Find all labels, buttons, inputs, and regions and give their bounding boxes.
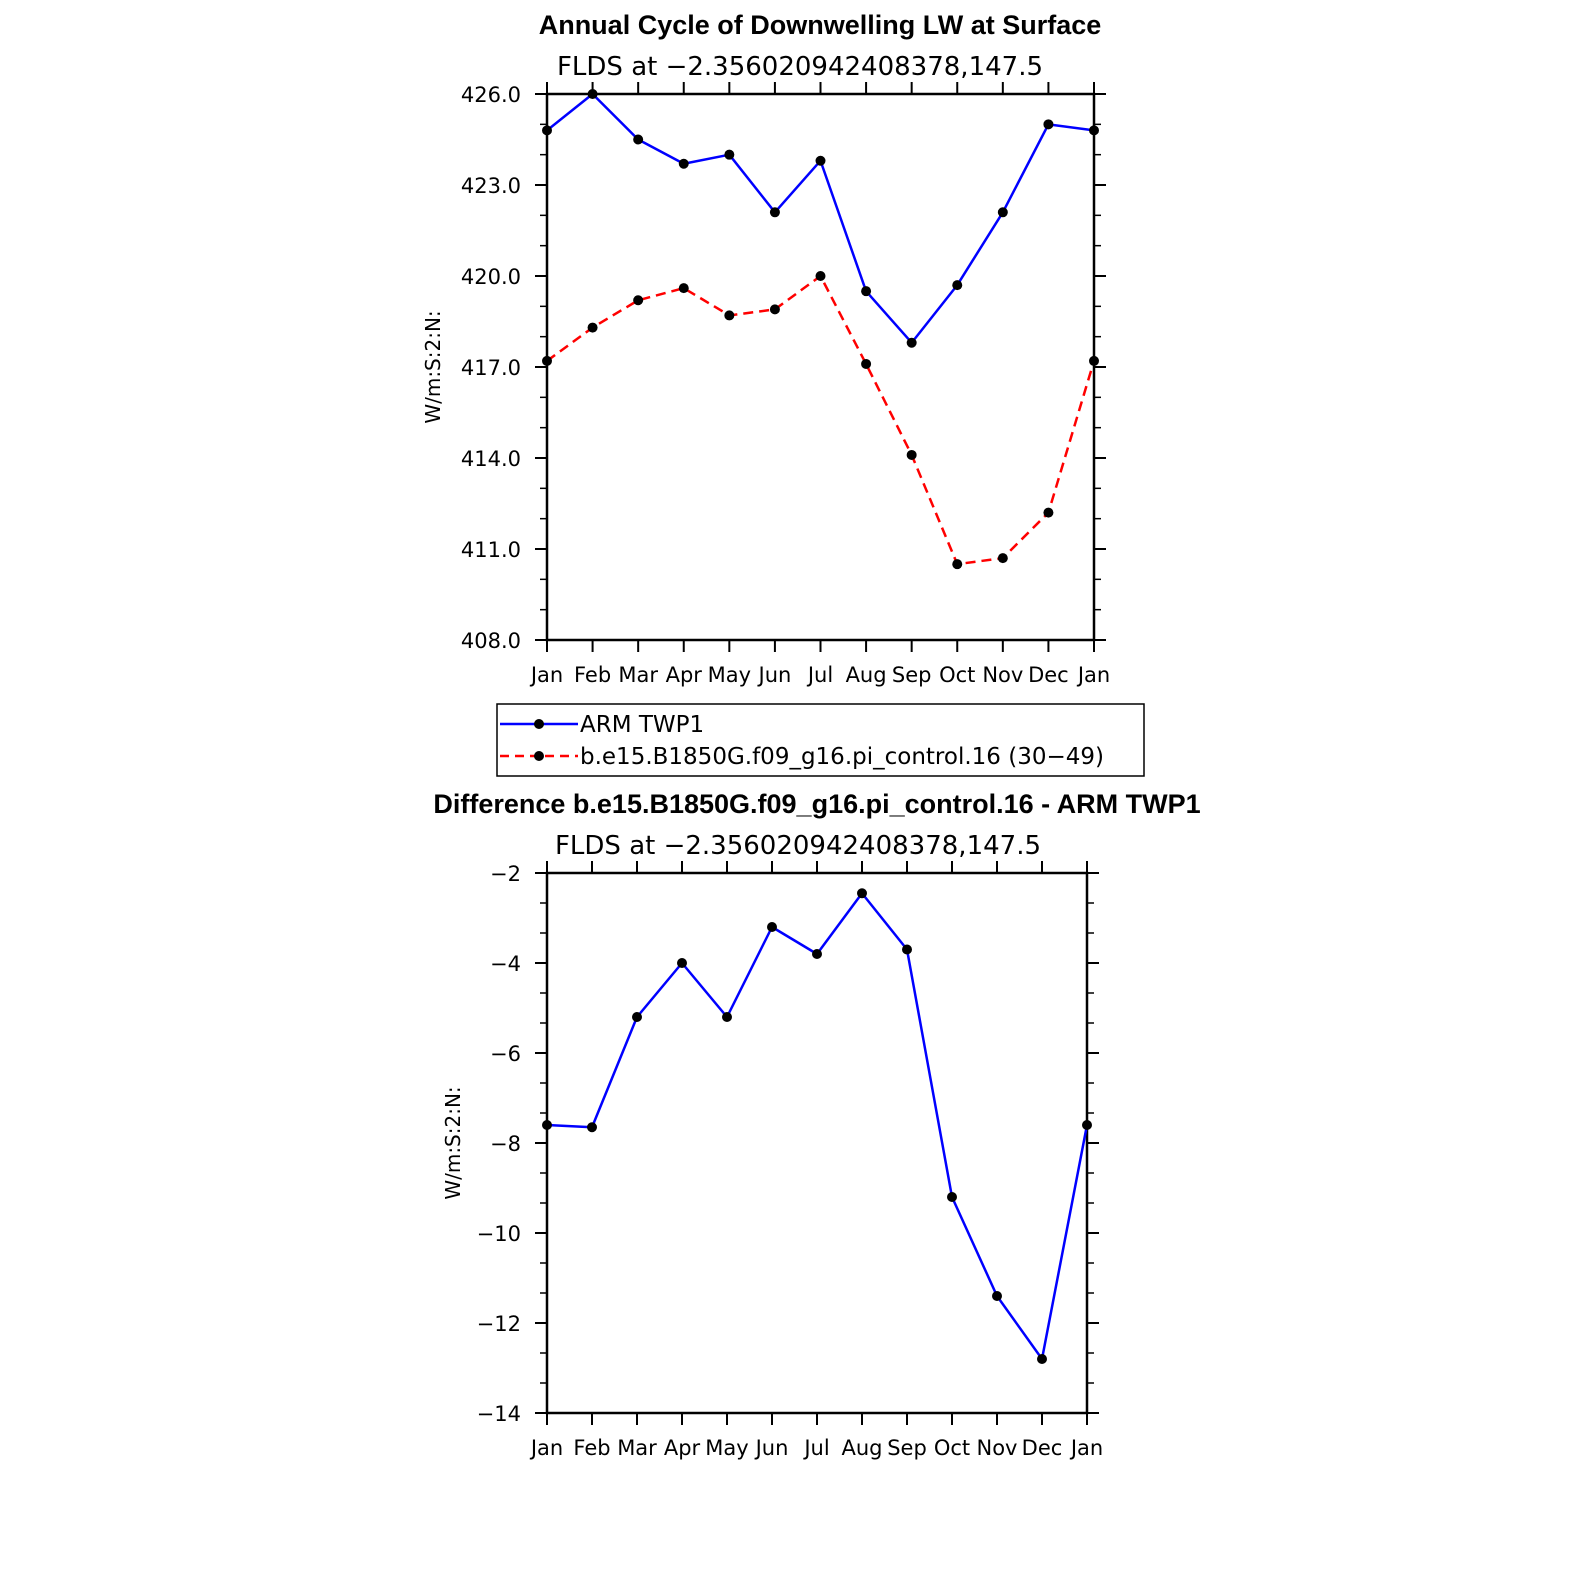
data-point [724,149,735,160]
x-tick-label: Oct [939,663,975,687]
x-tick-label: Sep [887,1436,927,1460]
data-point [587,1122,597,1133]
data-point [542,1120,552,1130]
x-tick-label: Jun [754,1436,789,1460]
data-point [992,1291,1002,1301]
data-point [1037,1354,1047,1364]
plot-frame [545,92,1096,642]
x-tick-label: Jan [1076,663,1110,687]
data-point [906,337,917,348]
y-tick-label: 426.0 [461,83,521,107]
data-point [1043,507,1054,518]
data-point [997,207,1008,218]
data-point [857,888,867,899]
data-point [769,304,780,315]
data-point [906,449,917,460]
data-point [632,1012,642,1022]
data-point [902,944,912,955]
x-tick-label: Jul [802,1436,829,1460]
data-point [633,134,644,145]
x-tick-label: Nov [982,663,1023,687]
x-tick-label: Dec [1022,1436,1063,1460]
x-tick-label: Sep [892,663,932,687]
data-point [952,559,963,570]
data-point [542,355,552,366]
y-axis-label: W/m:S:2:N: [441,1086,465,1199]
y-tick-label: 414.0 [461,447,521,471]
y-tick-label: −6 [490,1042,521,1066]
y-tick-label: 423.0 [461,174,521,198]
data-point [724,310,735,321]
x-tick-label: Jan [529,663,563,687]
x-tick-label: Mar [618,663,658,687]
data-point [542,125,552,136]
x-tick-label: Jul [806,663,833,687]
data-point [633,295,644,306]
x-tick-label: Apr [664,1436,701,1460]
data-point [1089,355,1099,366]
data-point [1043,119,1054,130]
x-tick-label: Jan [1069,1436,1103,1460]
x-tick-label: Feb [574,663,611,687]
data-point [677,958,687,968]
y-tick-label: −14 [477,1402,521,1426]
chart-title: Annual Cycle of Downwelling LW at Surfac… [539,10,1102,40]
data-point [587,322,598,333]
series-line-1 [546,274,1096,566]
data-point [861,358,872,369]
data-point [587,89,598,99]
legend-entry-arm-twp1: ARM TWP1 [580,712,704,738]
x-tick-label: Feb [573,1436,610,1460]
x-tick-label: Aug [846,663,887,687]
x-tick-label: Jan [529,1436,563,1460]
x-tick-label: Apr [666,663,703,687]
data-point [815,155,826,166]
x-tick-label: Jun [757,663,792,687]
data-point [722,1012,732,1022]
data-point [1082,1120,1092,1130]
y-tick-label: 408.0 [461,629,521,653]
data-point [997,553,1008,564]
y-tick-label: 420.0 [461,265,521,289]
y-tick-label: −4 [490,952,521,976]
plot-area: 408.0 411.0 414.0 417.0 420.0 423.0 426.0 Jan Fe… [461,82,1110,687]
legend-box [496,703,1145,777]
data-point [947,1192,957,1202]
chart-title: Difference b.e15.B1850G.f09_g16.pi_contr… [433,789,1200,819]
legend-marker-model [534,751,544,761]
data-point [769,207,780,218]
data-point [767,922,777,932]
x-tick-label: Aug [841,1436,882,1460]
y-tick-label: 417.0 [461,356,521,380]
chart-subtitle: FLDS at −2.356020942408378,147.5 [557,52,1043,82]
chart-subtitle: FLDS at −2.356020942408378,147.5 [555,831,1041,861]
y-tick-label: −10 [477,1222,521,1246]
y-tick-label: −12 [477,1312,521,1336]
x-tick-label: May [708,663,751,687]
data-point [861,286,872,297]
series-line-0 [546,892,1089,1361]
legend: ARM TWP1 b.e15.B1850G.f09_g16.pi_control… [496,703,1145,777]
y-axis-label: W/m:S:2:N: [421,310,445,423]
data-point [952,280,963,291]
y-tick-label: 411.0 [461,538,521,562]
difference-chart: Difference b.e15.B1850G.f09_g16.pi_contr… [433,789,1200,1460]
y-tick-label: −2 [490,862,521,886]
x-tick-label: May [705,1436,748,1460]
y-tick-label: −8 [490,1132,521,1156]
data-point [1089,125,1099,136]
legend-marker-arm-twp1 [534,719,544,729]
data-point [815,271,826,281]
legend-entry-model: b.e15.B1850G.f09_g16.pi_control.16 (30−4… [580,744,1104,770]
x-tick-label: Dec [1028,663,1069,687]
plot-area: −14 −12 −10 −8 −6 −4 −2 Jan Feb Mar Apr May Jun Jul Au… [477,861,1103,1460]
data-point [678,283,689,294]
x-tick-label: Mar [617,1436,657,1460]
data-point [812,949,822,959]
x-tick-label: Oct [934,1436,970,1460]
annual-cycle-chart: Annual Cycle of Downwelling LW at Surfac… [421,10,1145,777]
data-point [678,158,689,169]
x-tick-label: Nov [977,1436,1018,1460]
